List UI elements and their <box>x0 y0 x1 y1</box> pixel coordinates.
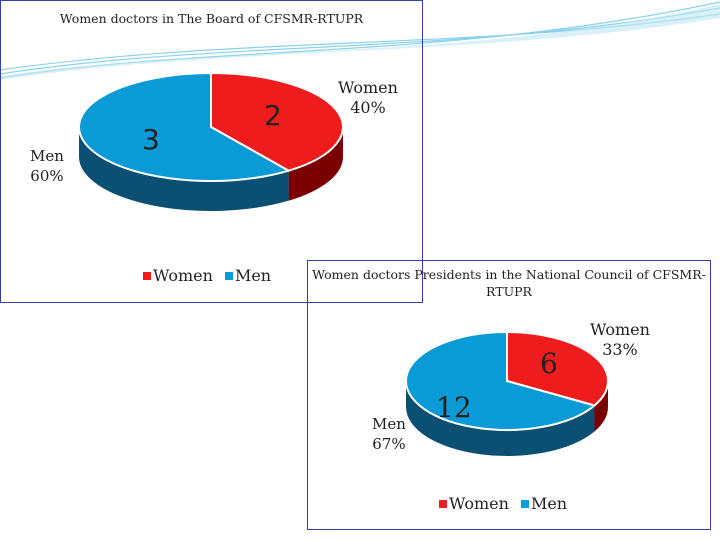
chart2-frame <box>307 260 711 530</box>
chart2-side-men <box>406 381 595 456</box>
legend-item-men: Men <box>520 494 567 513</box>
legend-item-women: Women <box>439 494 509 513</box>
legend-item-women: Women <box>143 266 213 285</box>
chart2-legend: Women Men <box>439 494 575 513</box>
chart1-women-percent-label: Women 40% <box>338 78 398 117</box>
chart1-title: Women doctors in The Board of CFSMR-RTUP… <box>59 11 364 26</box>
legend-swatch-men <box>520 499 529 508</box>
chart2-slice-men <box>405 330 597 431</box>
chart1-men-percent-label: Men 60% <box>30 147 64 185</box>
chart1-side-men <box>79 127 289 211</box>
legend-swatch-women <box>143 271 151 280</box>
chart2-men-percent-label: Men 67% <box>372 415 406 453</box>
chart1-frame <box>0 0 423 303</box>
chart1-men-value-label: 3 <box>142 123 160 156</box>
chart1-slice-women <box>210 71 344 172</box>
chart1-legend: Women Men <box>143 266 279 285</box>
legend-swatch-women <box>439 499 447 508</box>
chart2-women-value-label: 6 <box>540 347 558 380</box>
chart1-side-women <box>288 127 343 201</box>
chart1-slice-men <box>78 71 292 182</box>
legend-swatch-men <box>224 271 233 280</box>
legend-item-men: Men <box>224 266 271 285</box>
chart1-women-value-label: 2 <box>264 99 282 132</box>
chart2-men-value-label: 12 <box>436 391 472 424</box>
chart2-title: Women doctors Presidents in the National… <box>312 267 706 299</box>
chart2-women-percent-label: Women 33% <box>590 320 650 359</box>
